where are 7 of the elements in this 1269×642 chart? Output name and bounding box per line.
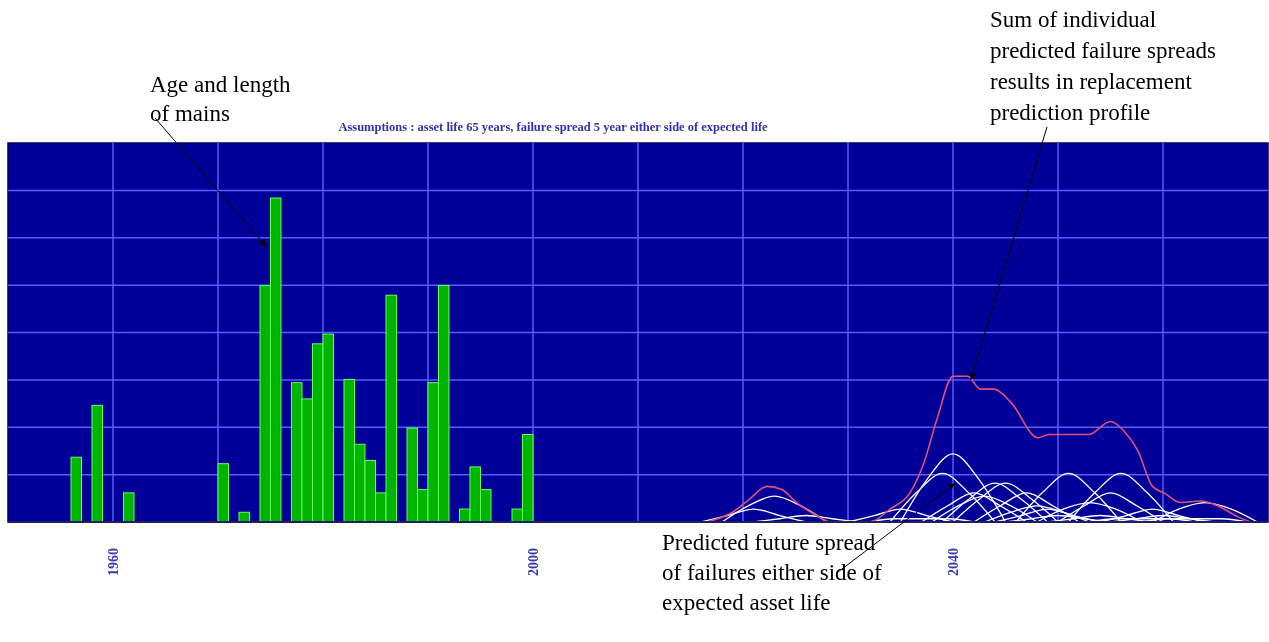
- x-tick-label: 2000: [526, 548, 541, 576]
- x-tick-label: 2040: [946, 548, 961, 576]
- x-tick-label: 1960: [106, 548, 121, 576]
- annotation: Sum of individual predicted failure spreads results in replacement prediction profile: [990, 7, 1217, 125]
- chart-title: Assumptions : asset life 65 years, failure spread 5 year either side of expected life: [338, 120, 769, 134]
- annotation: Age and length of mains: [150, 72, 292, 126]
- annotation: Predicted future spread of failures either side of expected asset life: [662, 530, 883, 615]
